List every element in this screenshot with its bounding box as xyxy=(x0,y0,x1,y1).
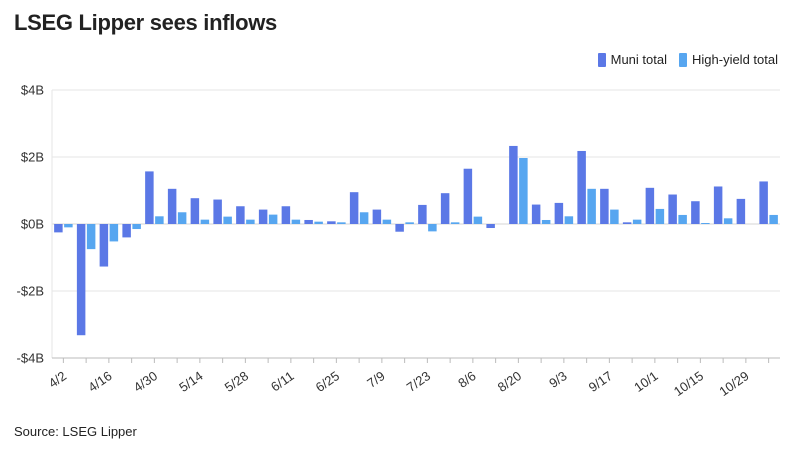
bar-muni-6-18 xyxy=(304,219,313,224)
bar-muni-6-11 xyxy=(281,206,291,224)
bar-high-yield-4-30 xyxy=(155,216,164,224)
bar-muni-4-23 xyxy=(122,224,131,238)
x-tick-label: 9/3 xyxy=(546,368,569,391)
bar-muni-5-21 xyxy=(213,199,222,224)
bar-high-yield-9-17 xyxy=(610,209,619,224)
legend-swatch-muni xyxy=(597,52,606,67)
y-tick-label: $4B xyxy=(21,83,44,98)
bar-high-yield-4-9 xyxy=(86,224,96,250)
bar-high-yield-8-27 xyxy=(541,219,551,224)
bar-high-yield-5-14 xyxy=(200,219,210,224)
bar-muni-8-13 xyxy=(486,224,495,229)
bar-high-yield-7-30 xyxy=(450,222,460,224)
y-tick-label: $0B xyxy=(21,217,44,232)
bar-muni-10-1 xyxy=(645,187,655,224)
chart-title: LSEG Lipper sees inflows xyxy=(14,10,277,35)
bar-muni-6-4 xyxy=(258,209,268,224)
bar-high-yield-10-15 xyxy=(701,223,710,224)
bar-high-yield-4-16 xyxy=(109,224,119,242)
x-tick-label: 10/1 xyxy=(631,368,660,395)
bar-high-yield-7-2 xyxy=(359,212,369,224)
x-tick-label: 10/29 xyxy=(716,368,751,399)
bar-muni-10-15 xyxy=(691,201,700,224)
bar-muni-8-20 xyxy=(509,145,518,224)
bar-muni-5-7 xyxy=(167,188,177,224)
bar-muni-4-16 xyxy=(99,224,109,267)
x-tick-label: 10/15 xyxy=(671,368,706,399)
bar-muni-5-28 xyxy=(236,206,245,224)
bar-muni-6-25 xyxy=(327,221,336,224)
y-tick-label: -$2B xyxy=(17,284,44,299)
bar-muni-7-9 xyxy=(372,209,382,224)
x-tick-label: 5/14 xyxy=(176,368,205,395)
y-tick-label: $2B xyxy=(21,150,44,165)
bar-high-yield-8-20 xyxy=(519,158,528,224)
bar-muni-7-23 xyxy=(418,204,427,224)
bar-muni-10-29 xyxy=(736,198,746,225)
x-tick-label: 5/28 xyxy=(222,368,251,395)
bar-high-yield-10-1 xyxy=(655,208,665,224)
bar-high-yield-7-16 xyxy=(405,222,414,224)
bar-muni-8-6 xyxy=(463,168,473,224)
bar-high-yield-5-21 xyxy=(223,216,232,224)
bar-muni-7-16 xyxy=(395,224,404,232)
x-tick-label: 7/23 xyxy=(404,368,433,395)
bar-high-yield-6-25 xyxy=(337,222,346,224)
bar-high-yield-9-10 xyxy=(587,188,596,224)
source-note: Source: LSEG Lipper xyxy=(14,424,137,439)
bar-muni-7-30 xyxy=(440,193,450,224)
x-tick-label: 9/17 xyxy=(586,368,615,395)
bar-high-yield-7-23 xyxy=(428,224,437,232)
bars xyxy=(54,145,778,336)
bar-muni-11-5 xyxy=(759,181,768,224)
legend-swatch-high-yield xyxy=(679,52,687,67)
bar-muni-10-8 xyxy=(668,194,677,224)
x-tick-label: 4/16 xyxy=(85,368,114,395)
legend-label-high-yield: High-yield total xyxy=(692,52,778,67)
bar-muni-9-17 xyxy=(600,188,609,224)
x-tick-label: 6/11 xyxy=(268,368,297,394)
bar-high-yield-7-9 xyxy=(382,219,392,224)
y-axis-labels: $4B $2B $0B -$2B -$4B xyxy=(17,83,44,366)
bar-muni-4-9 xyxy=(76,224,86,336)
bar-muni-5-14 xyxy=(190,198,200,224)
bar-muni-7-2 xyxy=(349,192,359,224)
bar-high-yield-8-6 xyxy=(473,216,483,224)
bar-high-yield-9-3 xyxy=(564,216,574,224)
bar-high-yield-11-5 xyxy=(769,214,778,224)
bar-muni-9-24 xyxy=(622,222,632,224)
bar-high-yield-6-11 xyxy=(291,219,301,224)
x-tick-label: 4/30 xyxy=(131,368,160,395)
bar-muni-8-27 xyxy=(531,204,541,224)
bar-high-yield-5-7 xyxy=(177,212,187,224)
bar-high-yield-9-24 xyxy=(632,219,642,224)
x-tick-label: 8/20 xyxy=(495,368,524,395)
x-tick-label: 7/9 xyxy=(364,368,387,391)
x-tick-label: 4/2 xyxy=(46,368,69,391)
x-tick-label: 8/6 xyxy=(455,368,478,391)
bar-muni-10-22 xyxy=(713,186,723,224)
bar-muni-9-10 xyxy=(577,150,586,224)
bar-high-yield-4-23 xyxy=(132,224,141,230)
legend: Muni total High-yield total xyxy=(597,52,778,67)
legend-item-muni: Muni total xyxy=(597,52,667,67)
legend-item-high-yield: High-yield total xyxy=(679,52,778,67)
bar-muni-4-2 xyxy=(54,224,63,233)
bar-high-yield-4-2 xyxy=(64,224,73,228)
y-tick-label: -$4B xyxy=(17,351,44,366)
bar-high-yield-6-4 xyxy=(268,214,278,224)
legend-label-muni: Muni total xyxy=(610,52,667,67)
bar-muni-9-3 xyxy=(554,202,564,224)
bar-high-yield-10-8 xyxy=(678,214,687,224)
bar-high-yield-6-18 xyxy=(314,221,323,224)
x-axis: 4/2 4/16 4/30 5/14 5/28 6/11 6/25 7/9 7/23 8/6 8/2… xyxy=(46,357,780,399)
bar-high-yield-5-28 xyxy=(246,219,255,224)
bar-high-yield-10-22 xyxy=(723,218,733,224)
bar-muni-4-30 xyxy=(145,171,154,224)
x-tick-label: 6/25 xyxy=(313,368,342,395)
